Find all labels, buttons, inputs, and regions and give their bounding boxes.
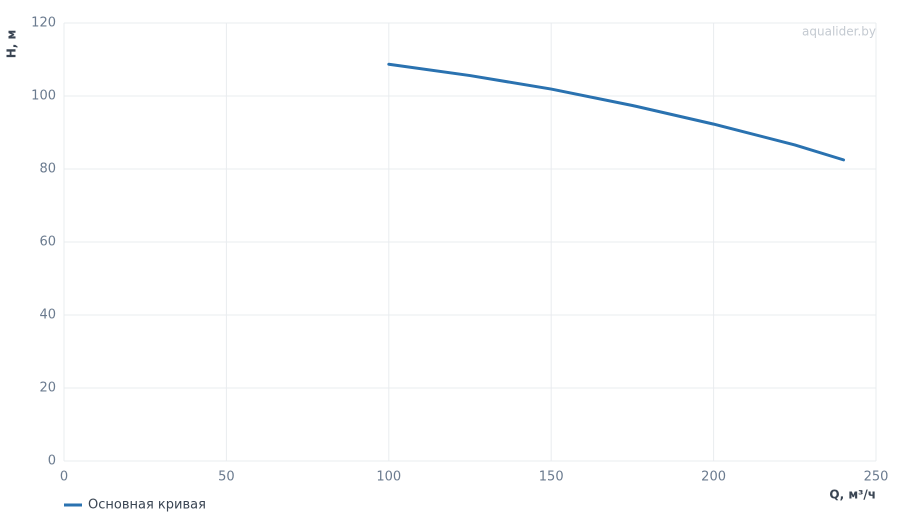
line-series	[387, 62, 846, 162]
y-tick-label: 60	[39, 235, 56, 250]
y-tick-label: 80	[39, 162, 56, 177]
y-tick-label: 40	[39, 308, 56, 323]
x-tick-label: 0	[60, 470, 68, 485]
x-tick-label: 100	[376, 470, 401, 485]
y-tick-label: 20	[39, 381, 56, 396]
y-tick-label: 120	[31, 16, 56, 31]
y-axis-title: H, м	[5, 30, 19, 59]
x-tick-label: 250	[864, 470, 889, 485]
x-tick-label: 150	[539, 470, 564, 485]
y-tick-label: 100	[31, 89, 56, 104]
watermark: aqualider.by	[802, 25, 876, 39]
x-tick-label: 200	[701, 470, 726, 485]
x-axis-title: Q, м³/ч	[829, 488, 876, 502]
legend-label: Основная кривая	[88, 498, 206, 513]
y-tick-label: 0	[48, 454, 56, 469]
x-tick-label: 50	[218, 470, 235, 485]
